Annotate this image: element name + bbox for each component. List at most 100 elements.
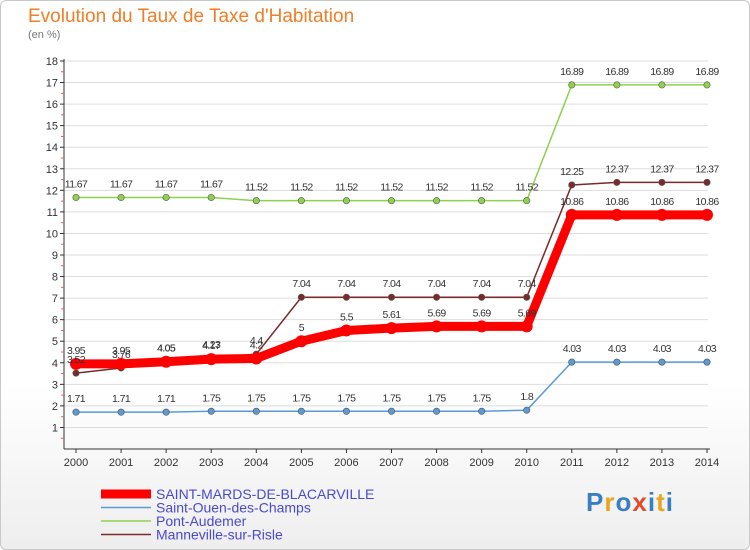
data-label: 11.67 (65, 178, 88, 190)
data-label: 3.95 (67, 345, 86, 357)
data-label: 11.52 (335, 182, 358, 194)
y-tick-label: 17 (46, 78, 58, 90)
y-tick-label: 16 (46, 99, 58, 111)
data-point (162, 408, 170, 416)
data-label: 5.69 (518, 307, 537, 319)
y-tick-label: 12 (46, 185, 58, 197)
data-label: 11.67 (200, 178, 223, 190)
data-label: 5.5 (340, 311, 354, 323)
data-label: 16.89 (560, 66, 584, 78)
y-tick-label: 1 (52, 422, 58, 434)
data-label: 11.67 (110, 178, 133, 190)
y-tick-label: 2 (52, 401, 58, 413)
x-tick-label: 2006 (334, 457, 358, 469)
data-label: 1.75 (428, 392, 447, 404)
y-tick-label: 6 (52, 315, 58, 327)
data-point (478, 293, 486, 301)
data-label: 7.04 (382, 278, 401, 290)
chart-title: Evolution du Taux de Taxe d'Habitation (28, 6, 355, 27)
data-point (565, 208, 578, 221)
data-point (117, 193, 125, 201)
data-point (205, 353, 218, 366)
data-point (115, 357, 128, 370)
logo-letter: t (656, 487, 666, 517)
data-point (387, 407, 395, 415)
data-label: 5.69 (473, 307, 492, 319)
data-label: 7.04 (292, 278, 311, 290)
data-label: 1.8 (520, 391, 534, 403)
data-point (523, 293, 531, 301)
y-tick-label: 4 (52, 358, 58, 370)
data-point (658, 178, 666, 186)
data-label: 16.89 (605, 66, 629, 78)
data-point (655, 208, 668, 221)
data-label: 3.95 (112, 345, 131, 357)
data-label: 11.52 (245, 182, 268, 194)
data-point (297, 197, 305, 205)
logo-letter: i (665, 487, 674, 517)
data-point (117, 408, 125, 416)
data-label: 12.37 (695, 163, 719, 175)
data-point (295, 335, 308, 348)
data-point (72, 408, 80, 416)
data-label: 1.71 (157, 393, 176, 405)
logo-letter: x (632, 487, 648, 517)
data-label: 7.04 (518, 278, 537, 290)
y-tick-label: 8 (52, 272, 58, 284)
logo-letter: o (615, 487, 633, 517)
data-point (523, 197, 531, 205)
data-point (658, 358, 666, 366)
data-label: 3.52 (67, 354, 86, 366)
data-point (340, 324, 353, 337)
data-label: 12.37 (605, 163, 629, 175)
legend-label: Saint-Ouen-des-Champs (156, 500, 311, 516)
x-tick-label: 2000 (64, 457, 88, 469)
data-point (342, 407, 350, 415)
x-tick-label: 2012 (605, 457, 629, 469)
data-point (568, 181, 576, 189)
data-point (568, 81, 576, 89)
data-label: 1.75 (202, 392, 221, 404)
data-point (478, 197, 486, 205)
data-point (613, 81, 621, 89)
data-point (342, 293, 350, 301)
logo-letter: i (647, 487, 657, 517)
data-point (433, 197, 441, 205)
data-point (610, 208, 623, 221)
data-label: 11.52 (380, 182, 403, 194)
x-tick-label: 2004 (244, 457, 268, 469)
data-point (703, 178, 711, 186)
data-label: 11.52 (470, 182, 493, 194)
data-label: 11.52 (515, 182, 538, 194)
data-point (297, 293, 305, 301)
data-point (430, 320, 443, 333)
data-label: 10.86 (560, 196, 584, 208)
data-label: 10.86 (650, 196, 674, 208)
data-label: 4.2 (250, 339, 264, 351)
data-point (72, 193, 80, 201)
data-point (701, 208, 713, 221)
data-label: 16.89 (650, 66, 674, 78)
data-point (385, 322, 398, 335)
x-tick-label: 2014 (695, 457, 719, 469)
data-point (433, 293, 441, 301)
data-label: 5.69 (428, 307, 447, 319)
data-point (297, 407, 305, 415)
x-tick-label: 2003 (199, 457, 223, 469)
logo-letter: r (604, 487, 616, 517)
data-point (475, 320, 488, 333)
x-tick-label: 2007 (379, 457, 403, 469)
data-label: 12.37 (650, 163, 674, 175)
y-tick-label: 11 (47, 207, 58, 219)
data-point (252, 197, 260, 205)
data-point (250, 352, 263, 365)
data-label: 1.75 (247, 392, 266, 404)
data-label: 11.52 (290, 182, 313, 194)
data-point (523, 406, 531, 414)
data-label: 4.03 (698, 343, 717, 355)
legend-label: Manneville-sur-Risle (156, 527, 283, 543)
x-tick-label: 2013 (650, 457, 674, 469)
data-point (72, 369, 80, 377)
y-tick-label: 5 (52, 336, 58, 348)
data-point (613, 358, 621, 366)
